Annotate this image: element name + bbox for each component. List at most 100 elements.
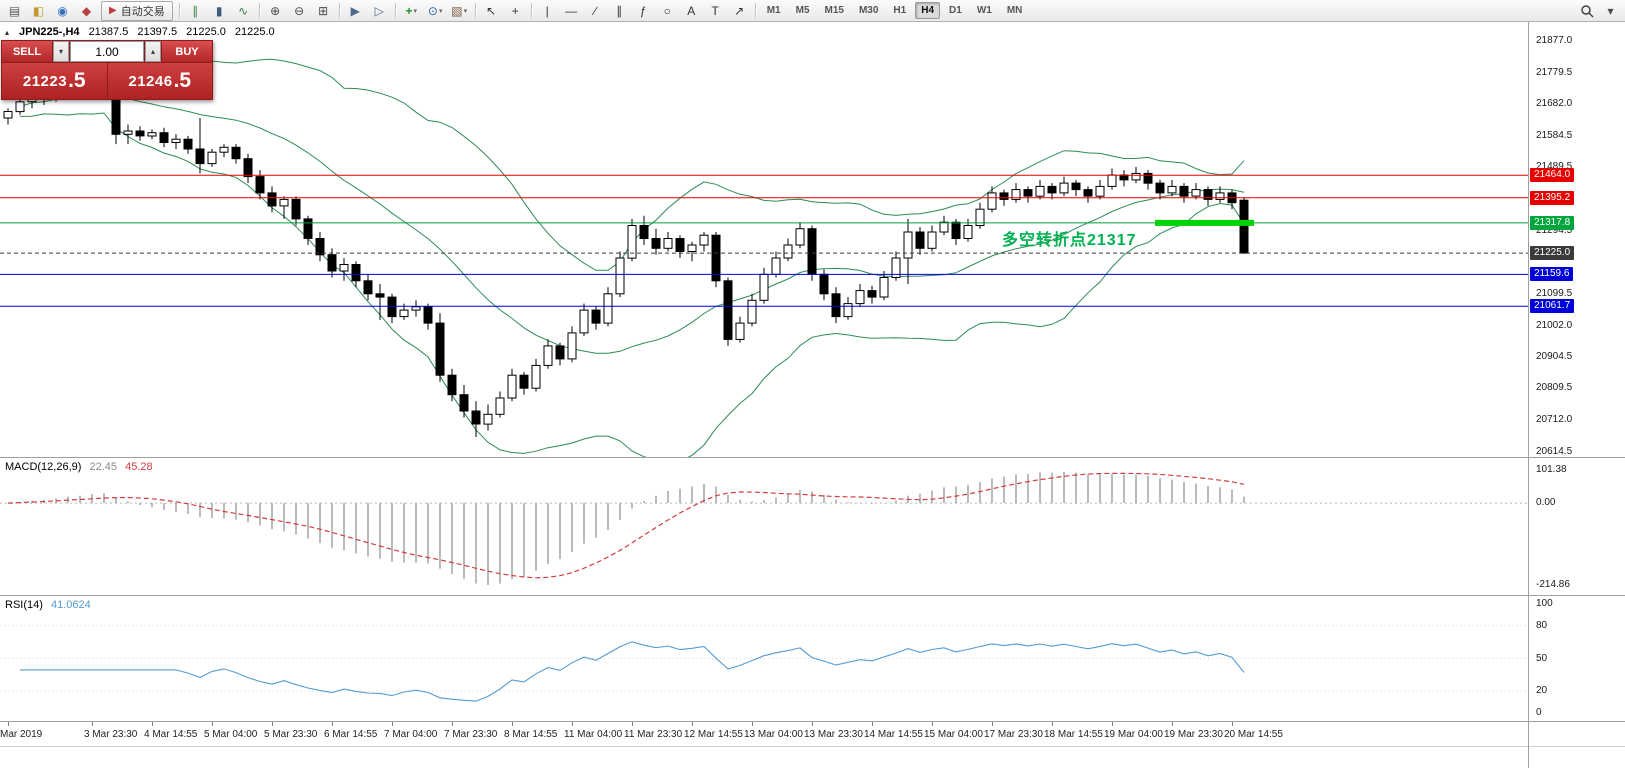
channel-icon[interactable]: ∥ bbox=[616, 3, 623, 18]
timeframe-button-m5[interactable]: M5 bbox=[795, 5, 810, 16]
shapes-icon[interactable]: ○ bbox=[663, 3, 671, 18]
candle-body bbox=[735, 322, 745, 340]
panel-separator[interactable] bbox=[0, 721, 1625, 722]
candle-body bbox=[471, 410, 481, 425]
highlight-trendline-segment[interactable] bbox=[1155, 219, 1254, 226]
zoom-in-icon[interactable]: ⊕ bbox=[270, 3, 281, 18]
candlestick-type-icon[interactable]: ▮ bbox=[215, 3, 223, 18]
timeframe-button-m15[interactable]: M15 bbox=[824, 5, 844, 16]
time-axis-tick bbox=[1232, 722, 1233, 726]
candle-body bbox=[555, 345, 565, 360]
macd-axis-label: 0.00 bbox=[1536, 497, 1556, 509]
fibonacci-icon[interactable]: ƒ bbox=[639, 3, 647, 18]
sell-price-display[interactable]: 21223 .5 bbox=[2, 63, 107, 99]
autotrading-button[interactable]: ▶ 自动交易 bbox=[101, 0, 173, 21]
timeframe-button-m1[interactable]: M1 bbox=[766, 5, 781, 16]
candle-body bbox=[915, 231, 925, 249]
search-icon[interactable] bbox=[1575, 1, 1598, 21]
timeframe-button-d1[interactable]: D1 bbox=[949, 5, 962, 16]
price-axis-label: 21489.5 bbox=[1536, 161, 1573, 172]
timeframe-button-mn[interactable]: MN bbox=[1006, 5, 1023, 16]
bar-chart-type-icon[interactable]: ∥ bbox=[192, 3, 199, 18]
time-axis-tick bbox=[8, 722, 9, 726]
rsi-line bbox=[20, 641, 1245, 702]
chart-annotation[interactable]: 多空转折点21317 bbox=[1002, 232, 1137, 249]
panel-separator[interactable] bbox=[0, 457, 1625, 458]
chart-shift-icon[interactable]: ▷ bbox=[374, 3, 384, 18]
candle-body bbox=[339, 264, 349, 272]
timeframe-button-h4[interactable]: H4 bbox=[915, 2, 941, 19]
text-icon[interactable]: A bbox=[687, 3, 696, 18]
arrows-icon[interactable]: ↗ bbox=[734, 3, 745, 18]
time-axis-label: 18 Mar 14:55 bbox=[1044, 729, 1103, 740]
candle-body bbox=[1107, 174, 1117, 187]
candle-body bbox=[699, 234, 709, 246]
price-axis[interactable]: 21877.0 21779.5 21682.0 21584.5 21489.5 21294… bbox=[1529, 22, 1625, 768]
time-axis-label: 8 Mar 14:55 bbox=[504, 729, 558, 740]
volume-input[interactable]: 1.00 bbox=[70, 41, 144, 62]
chart-profiles-icon[interactable]: ◧ bbox=[32, 3, 45, 18]
candle-body bbox=[135, 130, 145, 137]
time-axis-label: 19 Mar 04:00 bbox=[1104, 729, 1163, 740]
new-order-icon[interactable]: ▤ bbox=[8, 3, 21, 18]
templates-icon[interactable]: ▧ ▾ bbox=[451, 3, 468, 18]
candle-body bbox=[171, 138, 181, 143]
time-axis[interactable]: Mar 2019 3 Mar 23:30 4 Mar 14:55 5 Mar 04:0… bbox=[0, 722, 1528, 746]
rsi-axis-label: 80 bbox=[1536, 619, 1548, 631]
candle-body bbox=[447, 374, 457, 396]
sell-button[interactable]: SELL bbox=[2, 41, 52, 62]
timeframe-button-w1[interactable]: W1 bbox=[976, 5, 992, 16]
candle-body bbox=[1035, 185, 1045, 197]
rsi-panel[interactable] bbox=[0, 596, 1528, 721]
candle-body bbox=[1011, 189, 1021, 200]
timeframe-button-m30[interactable]: M30 bbox=[858, 5, 879, 16]
cursor-icon[interactable]: ↖ bbox=[486, 3, 497, 18]
ohlc-close: 21225.0 bbox=[234, 26, 275, 38]
price-axis-label: 20712.0 bbox=[1536, 414, 1573, 426]
buy-price-frac: .5 bbox=[173, 69, 192, 92]
indicators-icon[interactable]: + ▾ bbox=[405, 3, 417, 18]
candle-body bbox=[999, 192, 1009, 200]
zoom-out-icon[interactable]: ⊖ bbox=[294, 3, 305, 18]
dropdown-caret-icon: ▾ bbox=[438, 7, 443, 15]
line-chart-type-icon[interactable]: ∿ bbox=[238, 3, 249, 18]
candle-body bbox=[855, 290, 865, 305]
periods-icon[interactable]: ⊙ ▾ bbox=[427, 3, 443, 18]
timeframe-button-h1[interactable]: H1 bbox=[893, 5, 907, 16]
candle-body bbox=[627, 225, 637, 259]
volume-decrease-button[interactable]: ▾ bbox=[53, 41, 69, 62]
volume-increase-button[interactable]: ▴ bbox=[145, 41, 161, 62]
time-axis-tick bbox=[212, 722, 213, 726]
candle-body bbox=[495, 397, 505, 415]
candle-body bbox=[1191, 189, 1201, 197]
candle-body bbox=[159, 132, 169, 143]
panel-separator[interactable] bbox=[0, 595, 1625, 596]
candle-body bbox=[411, 306, 421, 311]
market-watch-icon[interactable]: ◉ bbox=[57, 3, 68, 18]
buy-button[interactable]: BUY bbox=[162, 41, 212, 62]
candlestick-chart[interactable] bbox=[0, 22, 1528, 457]
symbol-ohlc-line: ▴ JPN225-,H4 21387.5 21397.5 21225.0 212… bbox=[5, 26, 275, 38]
tile-windows-icon[interactable]: ⊞ bbox=[318, 3, 329, 18]
trendline-icon[interactable]: ∕ bbox=[594, 3, 597, 18]
auto-scroll-icon[interactable]: ▶ bbox=[350, 3, 360, 18]
one-click-collapse-icon[interactable]: ▴ bbox=[5, 27, 10, 37]
text-label-icon[interactable]: T bbox=[711, 3, 719, 18]
data-window-icon[interactable]: ◆ bbox=[81, 3, 92, 18]
buy-price-display[interactable]: 21246 .5 bbox=[107, 63, 212, 99]
macd-panel[interactable] bbox=[0, 458, 1528, 595]
crosshair-icon[interactable]: + bbox=[511, 3, 519, 18]
quick-menu-icon[interactable]: ▾ bbox=[1607, 3, 1614, 18]
rsi-axis-label: 50 bbox=[1536, 652, 1548, 664]
price-axis-label: 21294.5 bbox=[1536, 224, 1573, 236]
candle-body bbox=[723, 280, 733, 340]
candle-body bbox=[1071, 182, 1081, 191]
price-axis-label: 21779.5 bbox=[1536, 66, 1573, 78]
vertical-line-icon[interactable]: | bbox=[545, 3, 549, 18]
candle-body bbox=[951, 221, 961, 239]
time-axis-tick bbox=[692, 722, 693, 726]
time-axis-label: 3 Mar 23:30 bbox=[84, 729, 138, 740]
horizontal-line-icon[interactable]: — bbox=[565, 3, 578, 18]
candle-body bbox=[207, 151, 217, 165]
autotrading-label: 自动交易 bbox=[120, 5, 165, 18]
